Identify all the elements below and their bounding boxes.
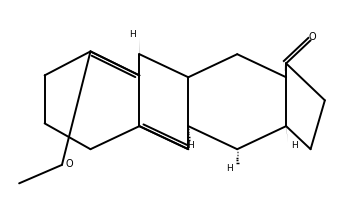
Text: H: H xyxy=(129,30,136,39)
Text: H: H xyxy=(187,141,194,150)
Text: O: O xyxy=(309,32,316,42)
Polygon shape xyxy=(286,126,288,143)
Text: H: H xyxy=(291,141,298,150)
Text: O: O xyxy=(65,159,73,169)
Polygon shape xyxy=(283,61,286,77)
Text: H: H xyxy=(226,164,233,173)
